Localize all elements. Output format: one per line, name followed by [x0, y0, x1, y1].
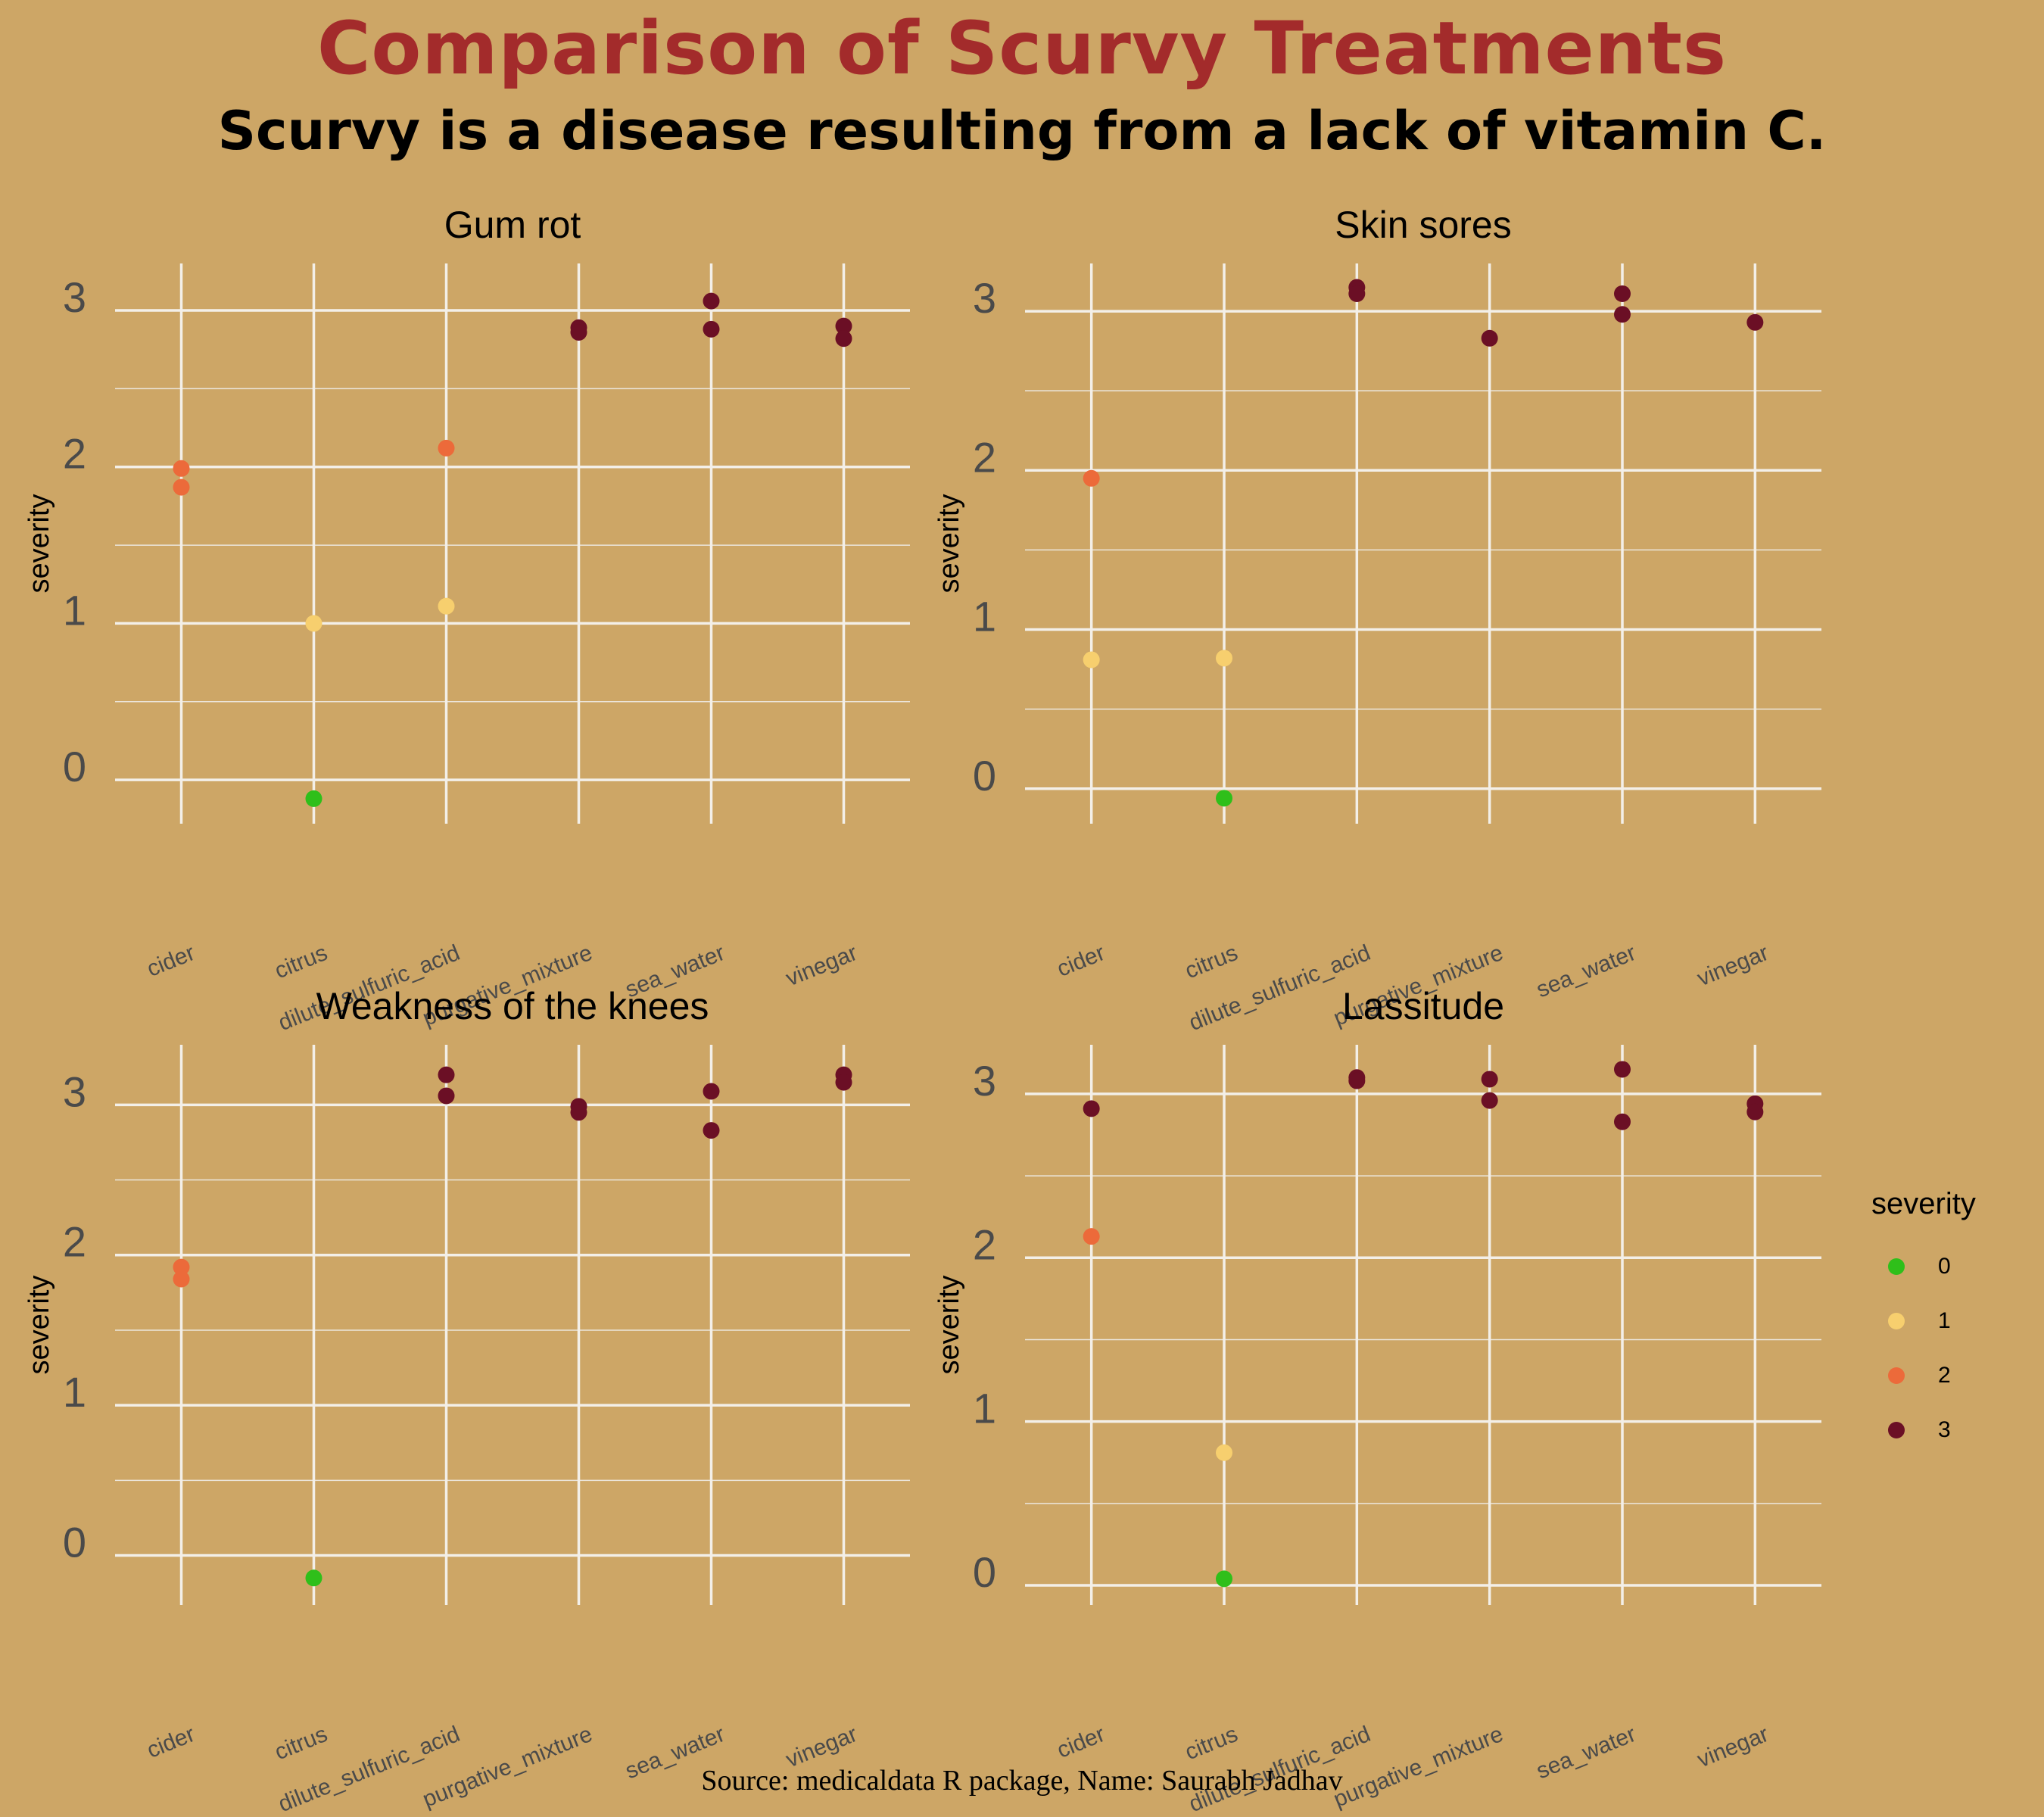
data-point [1746, 1103, 1764, 1120]
y-tick-label: 2 [63, 430, 86, 478]
data-point [570, 323, 587, 341]
y-axis-label: severity [23, 1276, 55, 1375]
x-tick-label: cider [143, 1722, 198, 1763]
data-point [1481, 329, 1498, 347]
y-tick-label: 0 [63, 1519, 86, 1566]
legend-item-3: 3 [1871, 1403, 1976, 1457]
data-point [1746, 313, 1764, 331]
data-point [173, 478, 190, 496]
legend-label-0: 0 [1938, 1254, 1951, 1279]
data-point [1083, 1228, 1100, 1245]
data-point [1614, 1061, 1631, 1078]
data-point [173, 460, 190, 477]
data-point [1614, 306, 1631, 323]
y-tick-label: 1 [973, 593, 996, 640]
figure-subtitle: Scurvy is a disease resulting from a lac… [217, 100, 1827, 162]
data-point [703, 1122, 720, 1139]
data-point [305, 790, 322, 807]
x-tick-label: vinegar [783, 940, 862, 991]
x-tick-label: sea_water [1533, 940, 1640, 1002]
legend-title: severity [1871, 1187, 1976, 1220]
y-tick-label: 0 [973, 1548, 996, 1596]
panel-title: Gum rot [444, 204, 581, 246]
data-point [703, 292, 720, 310]
data-point [1216, 790, 1232, 807]
data-point [1083, 1100, 1100, 1117]
x-tick-label: citrus [271, 1722, 331, 1765]
y-axis-label: severity [933, 1276, 965, 1375]
data-point [703, 320, 720, 338]
legend-swatch-2 [1888, 1367, 1905, 1384]
data-point [173, 1270, 190, 1288]
y-axis-label: severity [933, 494, 965, 594]
legend-swatch-1 [1888, 1313, 1905, 1329]
data-point [1614, 285, 1631, 302]
data-point [1614, 1113, 1631, 1130]
y-tick-label: 2 [63, 1218, 86, 1266]
data-point [173, 1258, 190, 1276]
data-point [305, 615, 322, 632]
data-point [1216, 1444, 1232, 1461]
data-point [1348, 285, 1366, 302]
y-tick-label: 0 [63, 743, 86, 790]
legend-item-1: 1 [1871, 1294, 1976, 1348]
y-tick-label: 2 [973, 1220, 996, 1268]
legend-label-1: 1 [1938, 1308, 1951, 1333]
y-tick-label: 1 [973, 1385, 996, 1432]
panel-title: Lassitude [1342, 985, 1504, 1027]
y-tick-label: 3 [63, 1067, 86, 1115]
y-tick-label: 1 [63, 586, 86, 634]
data-point [835, 1074, 852, 1091]
data-point [1481, 1092, 1498, 1109]
data-point [438, 1066, 455, 1083]
legend-item-0: 0 [1871, 1239, 1976, 1294]
x-tick-label: cider [1054, 1722, 1109, 1763]
legend-swatch-3 [1888, 1422, 1905, 1438]
y-tick-label: 2 [973, 433, 996, 481]
source-caption: Source: medicaldata R package, Name: Sau… [701, 1765, 1343, 1797]
y-tick-label: 0 [973, 752, 996, 799]
data-point [305, 1569, 322, 1587]
x-tick-label: vinegar [1693, 940, 1772, 991]
x-tick-label: citrus [1182, 1722, 1242, 1765]
data-point [703, 1083, 720, 1100]
severity-legend: severity 0 1 2 3 [1871, 1187, 1976, 1457]
data-point [1216, 650, 1232, 667]
data-point [1481, 1071, 1498, 1088]
data-point [1348, 1072, 1366, 1089]
x-tick-label: citrus [1182, 940, 1242, 983]
y-tick-label: 3 [973, 274, 996, 322]
legend-label-3: 3 [1938, 1417, 1951, 1442]
legend-item-2: 2 [1871, 1348, 1976, 1403]
x-tick-label: cider [143, 940, 198, 982]
data-point [438, 1087, 455, 1105]
x-tick-label: cider [1054, 940, 1109, 982]
data-point [835, 330, 852, 348]
x-tick-label: citrus [271, 940, 331, 983]
data-point [438, 597, 455, 615]
figure-title: Comparison of Scurvy Treatments [316, 6, 1728, 91]
legend-swatch-0 [1888, 1258, 1905, 1275]
y-tick-label: 3 [973, 1057, 996, 1105]
data-point [1216, 1570, 1232, 1588]
data-point [1083, 651, 1100, 669]
panel-title: Skin sores [1335, 204, 1511, 246]
y-tick-label: 3 [63, 273, 86, 321]
y-tick-label: 1 [63, 1368, 86, 1416]
legend-label-2: 2 [1938, 1363, 1951, 1388]
y-axis-label: severity [23, 494, 55, 594]
data-point [1083, 469, 1100, 487]
data-point [438, 439, 455, 457]
facet-panel-3: Weakness of the knees 0 1 2 3 severity cider ci… [23, 985, 910, 1817]
panel-title: Weakness of the knees [316, 985, 709, 1027]
data-point [835, 317, 852, 335]
data-point [570, 1104, 587, 1121]
